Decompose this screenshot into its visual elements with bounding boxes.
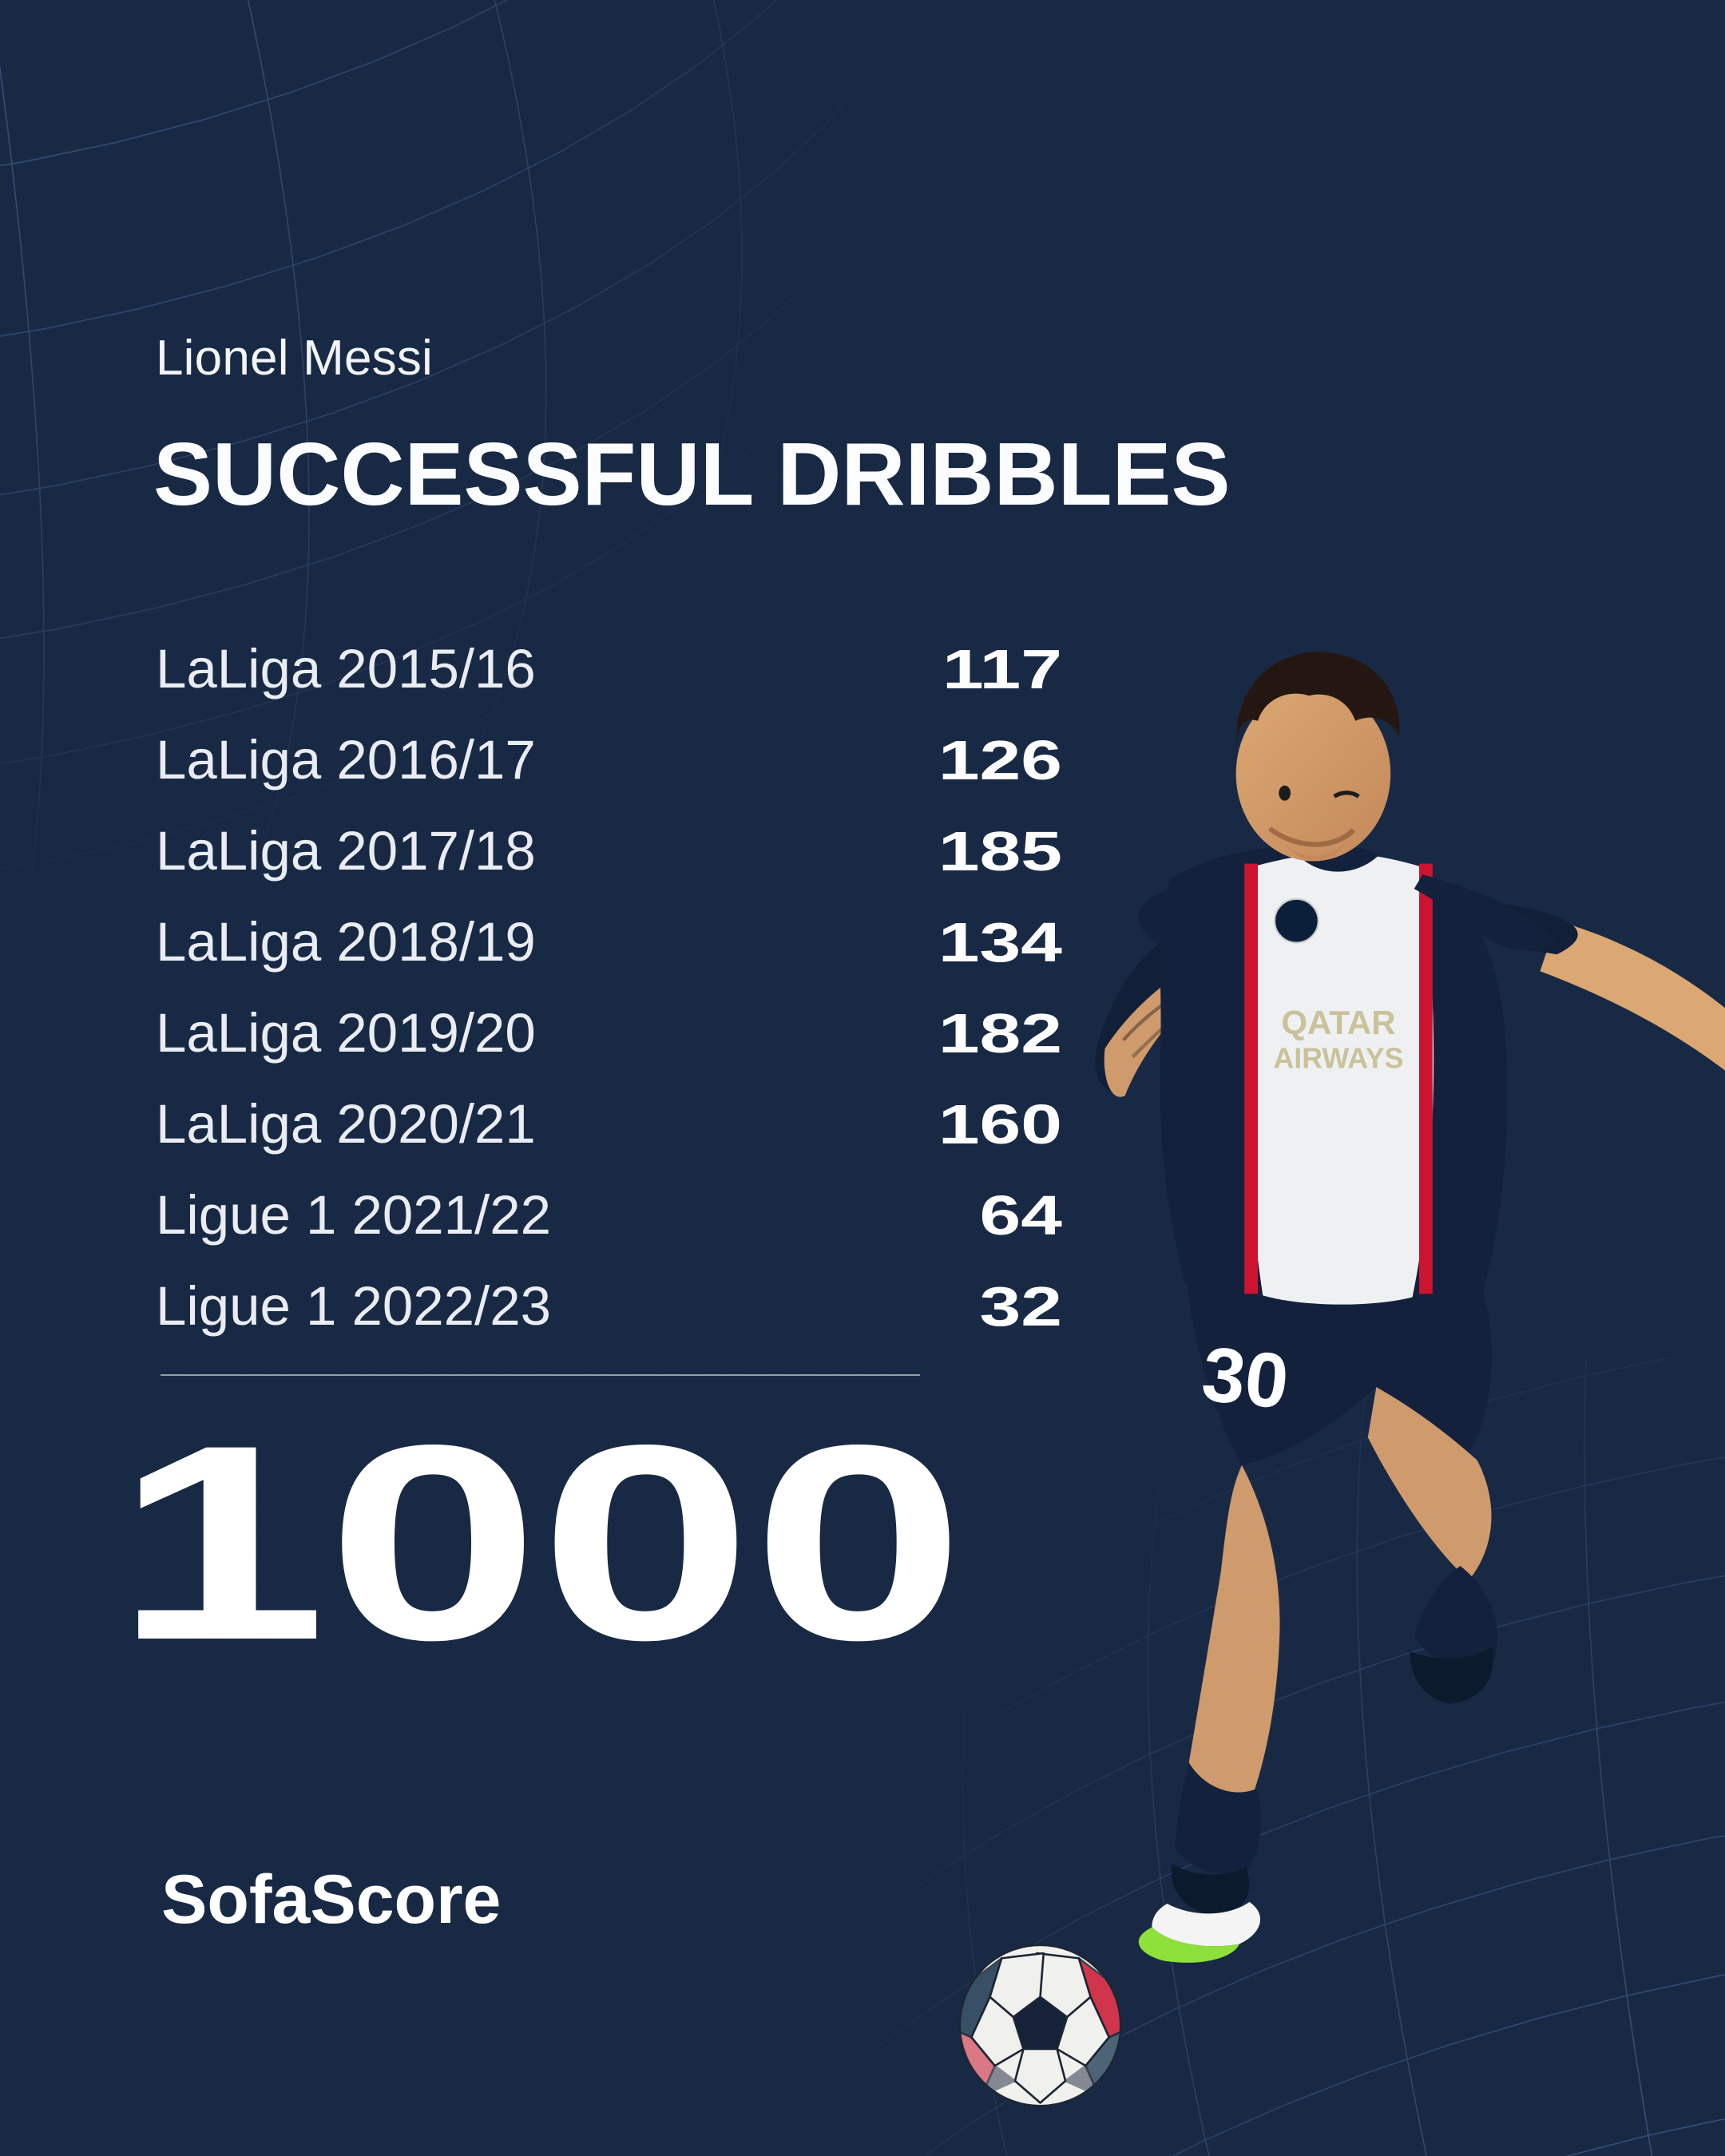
svg-text:QATAR: QATAR xyxy=(1281,1004,1395,1041)
svg-text:30: 30 xyxy=(1198,1330,1292,1425)
svg-text:AIRWAYS: AIRWAYS xyxy=(1274,1042,1404,1074)
